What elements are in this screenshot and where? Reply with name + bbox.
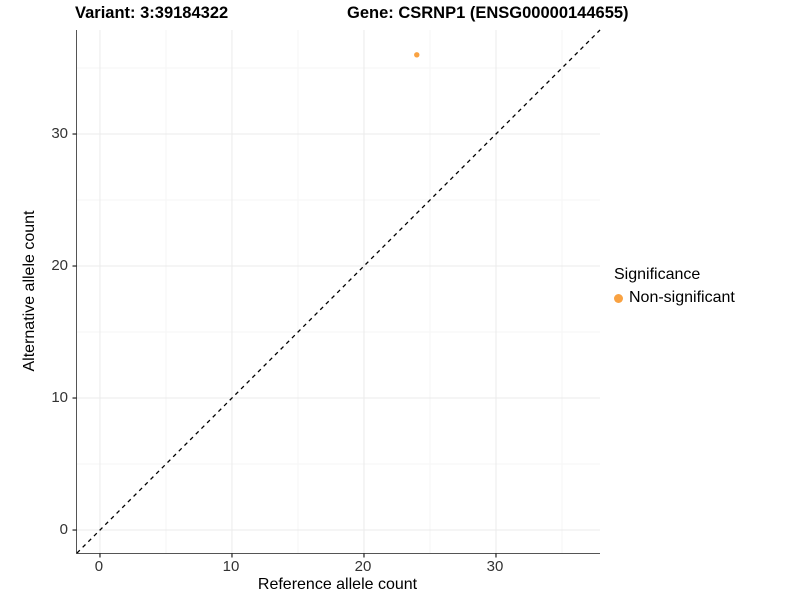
legend-title: Significance [614, 266, 701, 283]
identity-line [76, 29, 601, 554]
plot-title-gene: Gene: CSRNP1 (ENSG00000144655) [347, 4, 629, 22]
plot-title-variant: Variant: 3:39184322 [75, 4, 229, 22]
y-tick-label: 30 [51, 125, 68, 143]
x-tick-label: 20 [354, 558, 372, 575]
legend-point-icon [614, 293, 623, 303]
x-tick-label: 30 [486, 558, 504, 575]
legend-entry: Non-significant [614, 289, 735, 307]
x-tick-label: 10 [222, 558, 240, 575]
legend-entry-label: Non-significant [629, 289, 735, 306]
y-tick-label: 10 [51, 389, 68, 407]
y-tick-label: 20 [51, 257, 68, 275]
legend: Significance Non-significant [614, 266, 735, 307]
plot-canvas [72, 29, 601, 558]
data-point [414, 52, 420, 58]
x-tick-label: 0 [94, 558, 104, 575]
y-axis-title: Alternative allele count [21, 210, 38, 372]
y-tick-label: 0 [59, 521, 68, 539]
plot-panel [72, 29, 601, 558]
x-axis-title: Reference allele count [257, 576, 418, 593]
